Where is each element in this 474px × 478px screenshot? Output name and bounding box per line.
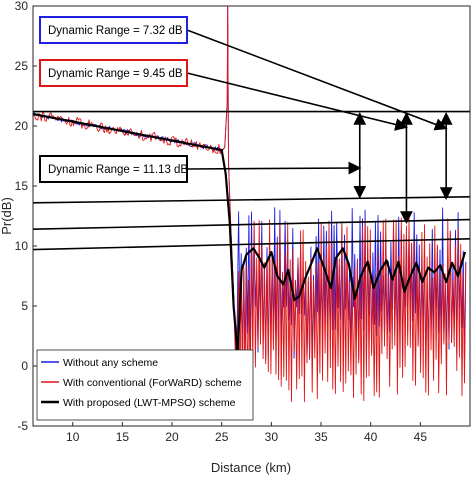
y-tick-label: 10	[15, 239, 29, 253]
range-guide-line	[32, 238, 471, 251]
y-tick-label: 0	[21, 359, 28, 373]
annotation-text: Dynamic Range = 11.13 dB	[48, 164, 188, 176]
x-tick-label: 20	[165, 430, 179, 444]
annotation-text: Dynamic Range = 9.45 dB	[48, 68, 183, 80]
x-tick-label: 35	[314, 430, 328, 444]
legend-label: With conventional (ForWaRD) scheme	[63, 377, 242, 389]
series-line-lwt-mpso	[32, 112, 467, 356]
annotation-pointer	[186, 29, 448, 131]
x-tick-label: 40	[364, 430, 378, 444]
legend-box	[36, 349, 254, 421]
plot-frame	[32, 5, 471, 427]
range-guide-line	[32, 218, 471, 230]
annotation-box	[39, 59, 188, 87]
annotation-pointer	[186, 161, 362, 175]
legend: Without any scheme With conventional (For…	[36, 349, 254, 421]
annotation-layer: Dynamic Range = 7.32 dB Dynamic Range = 9…	[39, 16, 448, 183]
x-tick-label: 15	[116, 430, 130, 444]
y-tick-label: 20	[15, 119, 29, 133]
y-tick-label: 15	[15, 179, 29, 193]
legend-label: Without any scheme	[63, 357, 158, 369]
range-guide-line	[32, 196, 471, 204]
x-axis-label: Distance (km)	[211, 460, 291, 475]
legend-label: With proposed (LWT-MPSO) scheme	[63, 397, 236, 409]
x-tick-label: 45	[414, 430, 428, 444]
x-tick-label: 25	[215, 430, 229, 444]
x-tick-label: 10	[66, 430, 80, 444]
guide-layer	[32, 110, 471, 251]
annotation-text: Dynamic Range = 7.32 dB	[48, 25, 183, 37]
y-tick-label: 5	[21, 299, 28, 313]
tick-layer: 10 15 20 25 30 35 40 45 -5 0 5 10 15 20 25 30	[15, 0, 428, 444]
x-tick-label: 30	[265, 430, 279, 444]
annotation-box	[39, 155, 188, 183]
y-tick-label: 25	[15, 59, 29, 73]
y-axis-label: Pr(dB)	[0, 197, 14, 235]
annotation-box	[39, 16, 188, 44]
y-tick-label: -5	[17, 419, 28, 433]
y-tick-label: 30	[15, 0, 29, 13]
annotation-pointer	[186, 72, 408, 131]
